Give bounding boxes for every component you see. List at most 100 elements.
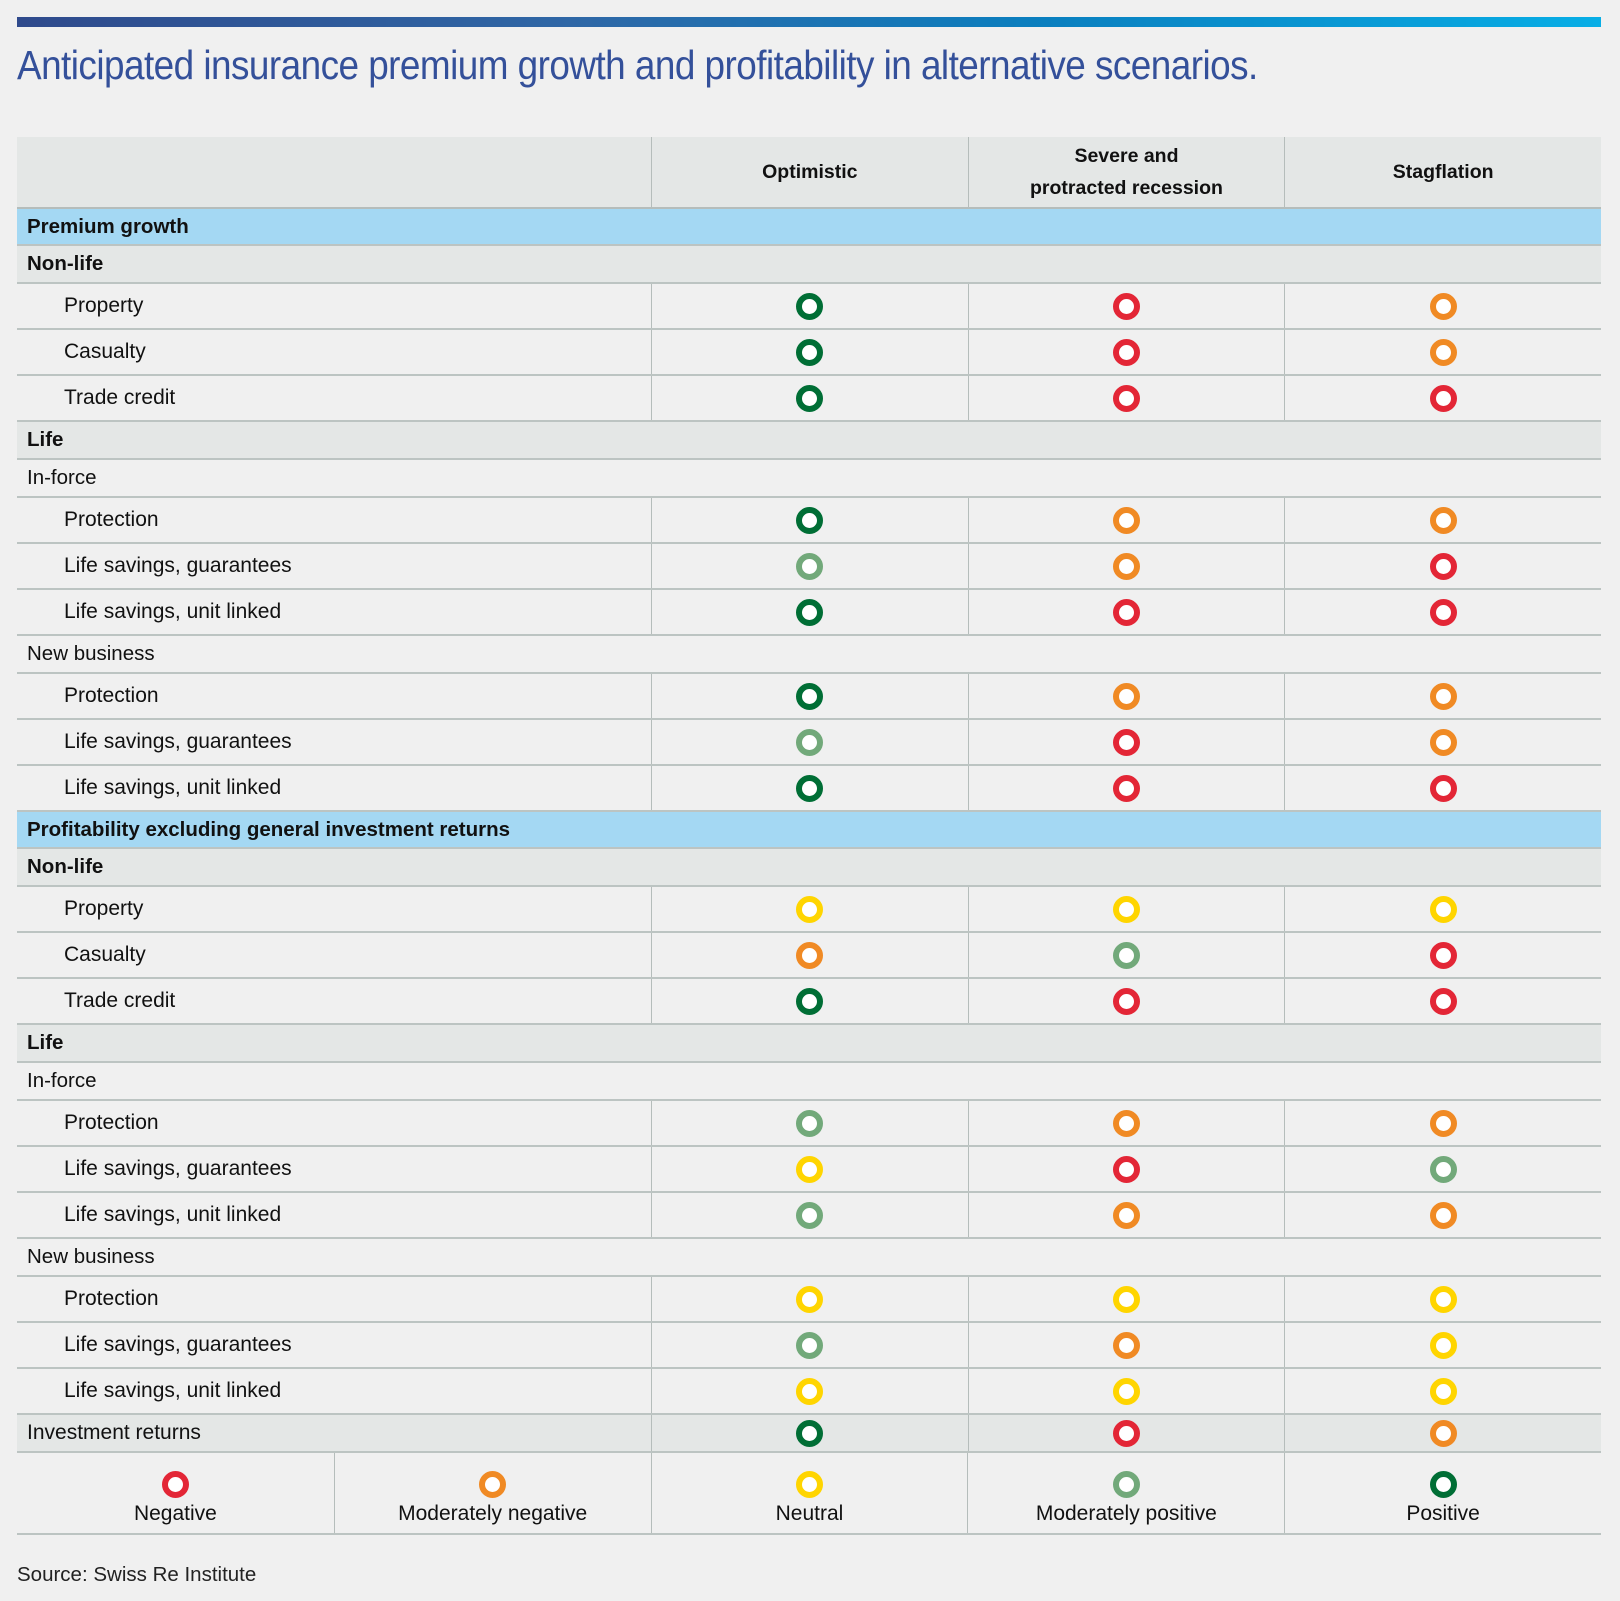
rating-cell [1284, 933, 1601, 977]
rating-cell [650, 1147, 968, 1191]
rating-cell [650, 1369, 968, 1413]
negative-rating-icon [1112, 292, 1140, 320]
rating-cell [650, 1415, 968, 1451]
rating-cell [967, 1101, 1285, 1145]
table-row: Protection [17, 674, 1601, 720]
subgroup-header-row: In-force [17, 1063, 1601, 1101]
row-label: Life savings, guarantees [64, 1157, 292, 1180]
neutral-rating-icon [796, 1377, 824, 1405]
positive-rating-icon [796, 682, 824, 710]
moderately-negative-rating-icon [1429, 338, 1457, 366]
rating-cell [650, 887, 968, 931]
group-header-row: Life [17, 1025, 1601, 1063]
negative-rating-icon [161, 1471, 189, 1498]
row-label: Non-life [27, 252, 104, 275]
negative-rating-icon [1429, 384, 1457, 412]
rating-cell [967, 498, 1285, 542]
negative-rating-icon [1429, 598, 1457, 626]
rating-cell [1284, 1147, 1601, 1191]
legend-label: Moderately positive [1035, 1502, 1217, 1525]
positive-rating-icon [796, 1419, 824, 1447]
rating-cell [650, 544, 968, 588]
row-label: Life savings, unit linked [64, 1203, 282, 1226]
rating-cell [1284, 498, 1601, 542]
row-label: Trade credit [64, 386, 176, 409]
rating-cell [1284, 284, 1601, 328]
rating-cell [1284, 544, 1601, 588]
moderately-positive-rating-icon [796, 728, 824, 756]
rating-cell [650, 376, 968, 420]
table-header-row: Optimistic Severe and protracted recessi… [17, 137, 1601, 209]
row-label: Casualty [64, 943, 146, 966]
table-row: Life savings, guarantees [17, 544, 1601, 590]
row-label: Premium growth [27, 214, 189, 238]
rating-cell [1284, 766, 1601, 810]
table-row: Life savings, unit linked [17, 1193, 1601, 1239]
scenario-table: Optimistic Severe and protracted recessi… [17, 137, 1601, 1535]
rating-cell [650, 979, 968, 1023]
row-label: Protection [64, 684, 159, 707]
negative-rating-icon [1429, 552, 1457, 580]
rating-cell [967, 284, 1285, 328]
section-header-row: Profitability excluding general investme… [17, 812, 1601, 849]
moderately-negative-rating-icon [1112, 1109, 1140, 1137]
row-label: Protection [64, 1111, 159, 1134]
moderately-negative-rating-icon [1429, 1419, 1457, 1447]
table-row: Life savings, guarantees [17, 1323, 1601, 1369]
negative-rating-icon [1112, 338, 1140, 366]
negative-rating-icon [1112, 384, 1140, 412]
legend-label: Neutral [775, 1502, 844, 1525]
row-label: Trade credit [64, 989, 176, 1012]
rating-cell [650, 1277, 968, 1321]
rating-cell [1284, 979, 1601, 1023]
moderately-positive-rating-icon [1112, 941, 1140, 969]
rating-cell [650, 330, 968, 374]
moderately-negative-rating-icon [1112, 552, 1140, 580]
neutral-rating-icon [796, 895, 824, 923]
neutral-rating-icon [796, 1285, 824, 1313]
rating-cell [1284, 1369, 1601, 1413]
row-label: Investment returns [27, 1421, 201, 1444]
table-row: Life savings, guarantees [17, 720, 1601, 766]
table-row: Life savings, guarantees [17, 1147, 1601, 1193]
negative-rating-icon [1429, 774, 1457, 802]
legend-item-negative: Negative [17, 1453, 334, 1533]
negative-rating-icon [1112, 728, 1140, 756]
moderately-positive-rating-icon [1112, 1471, 1140, 1498]
rating-cell [650, 1193, 968, 1237]
negative-rating-icon [1112, 774, 1140, 802]
rating-cell [650, 1323, 968, 1367]
moderately-negative-rating-icon [479, 1471, 507, 1498]
moderately-negative-rating-icon [1429, 682, 1457, 710]
rating-cell [650, 284, 968, 328]
legend-label: Moderately negative [398, 1502, 588, 1525]
legend-item-positive: Positive [1284, 1453, 1601, 1533]
table-row: Life savings, unit linked [17, 590, 1601, 636]
neutral-rating-icon [795, 1471, 823, 1498]
neutral-rating-icon [1112, 895, 1140, 923]
rating-cell [967, 376, 1285, 420]
column-header-stagflation: Stagflation [1284, 137, 1601, 207]
source-note: Source: Swiss Re Institute [17, 1563, 257, 1586]
legend: Negative Moderately negative Neutral Modera… [17, 1453, 1601, 1535]
table-row: Protection [17, 1101, 1601, 1147]
moderately-positive-rating-icon [796, 1201, 824, 1229]
rating-cell [967, 933, 1285, 977]
moderately-negative-rating-icon [1112, 1331, 1140, 1359]
top-accent-bar [17, 17, 1601, 27]
rating-cell [967, 674, 1285, 718]
rating-cell [967, 590, 1285, 634]
row-label: Property [64, 294, 144, 317]
rating-cell [967, 544, 1285, 588]
neutral-rating-icon [1429, 895, 1457, 923]
rating-cell [967, 766, 1285, 810]
rating-cell [650, 1101, 968, 1145]
rating-cell [967, 1369, 1285, 1413]
group-header-row: Non-life [17, 849, 1601, 887]
moderately-negative-rating-icon [1112, 506, 1140, 534]
row-label: Life savings, guarantees [64, 730, 292, 753]
moderately-negative-rating-icon [1429, 1201, 1457, 1229]
row-label: In-force [27, 466, 97, 489]
group-header-row: Non-life [17, 246, 1601, 284]
positive-rating-icon [796, 598, 824, 626]
